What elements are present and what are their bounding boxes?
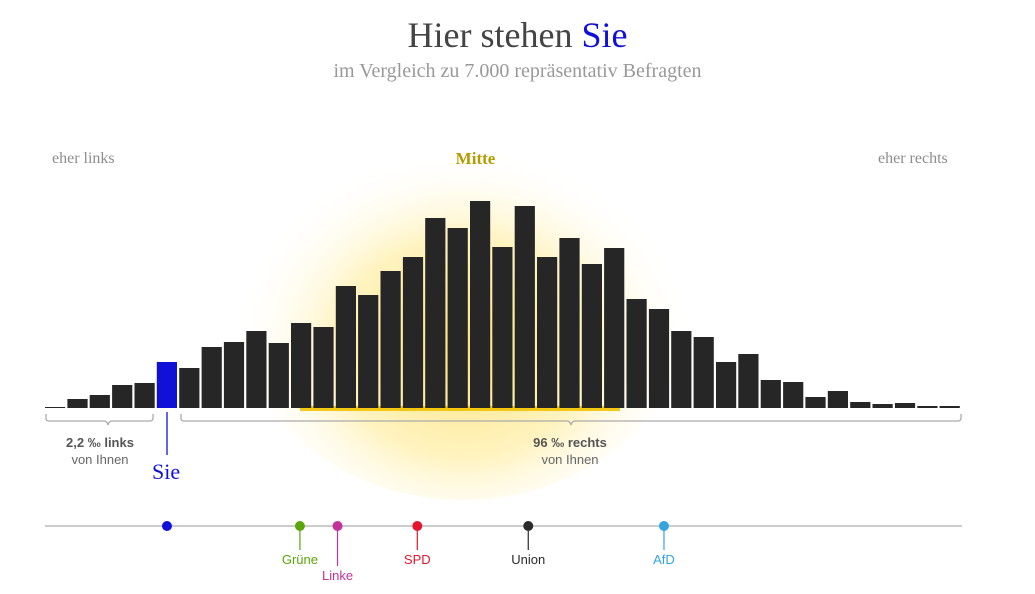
party-dot-sie [161,521,172,531]
left-value: 2,2 ‰ links [66,435,134,450]
bar [917,406,938,408]
label-right: eher rechts [878,150,948,167]
bar [648,309,670,408]
bar [872,404,893,408]
bar [693,337,714,408]
party-label-gruene: Grüne [281,552,318,567]
sie-label: Sie [152,459,181,484]
center-baseline [300,406,620,411]
chart-title: Hier stehen Sie [0,14,1035,56]
title-highlight: Sie [581,15,628,55]
bar [246,331,267,408]
bar [716,362,737,408]
bar [581,264,602,408]
bar [134,383,155,408]
party-dot-linke [332,521,343,531]
bar [492,247,513,408]
title-main: Hier stehen [407,15,573,55]
bar [783,382,804,408]
party-dot-gruene [294,521,305,531]
bar [313,327,334,408]
bar [358,295,379,408]
bar [223,342,245,408]
right-value: 96 ‰ rechts [533,435,607,450]
bar [179,368,200,408]
bar [425,218,446,408]
bar [268,343,289,408]
bar [626,299,647,408]
bar [291,323,312,408]
bar [738,354,759,408]
bar [89,395,110,408]
chart-subtitle: im Vergleich zu 7.000 repräsentativ Befr… [333,60,702,82]
bar [470,201,491,408]
party-dot-afd [658,521,669,531]
bar [939,406,960,408]
bar [67,399,88,408]
left-brace [45,414,154,426]
bar [201,347,222,408]
bar [850,402,871,408]
bar [894,403,916,408]
label-center: Mitte [455,149,496,168]
bar [112,385,133,408]
bar [335,286,356,408]
bar [45,407,66,408]
party-label-linke: Linke [321,568,354,583]
right-annotation: 96 ‰ rechts von Ihnen [470,434,670,468]
bar [380,271,401,408]
right-brace [180,414,962,426]
party-dot-union [523,521,534,531]
party-dot-spd [412,521,423,531]
bar [447,228,468,408]
party-label-spd: SPD [403,552,431,567]
bar [760,380,781,408]
label-left: eher links [52,150,115,167]
bar-user [156,362,177,408]
bar [604,248,625,408]
party-label-afd: AfD [653,552,675,567]
bar [514,206,535,408]
right-sub: von Ihnen [541,452,599,467]
bar [805,397,826,408]
bar [671,331,692,408]
bar [559,238,580,408]
bar [402,257,424,408]
bar [827,391,848,408]
left-sub: von Ihnen [71,452,129,467]
party-label-union: Union [511,552,546,567]
left-annotation: 2,2 ‰ links von Ihnen [45,434,155,468]
bar [537,257,558,408]
